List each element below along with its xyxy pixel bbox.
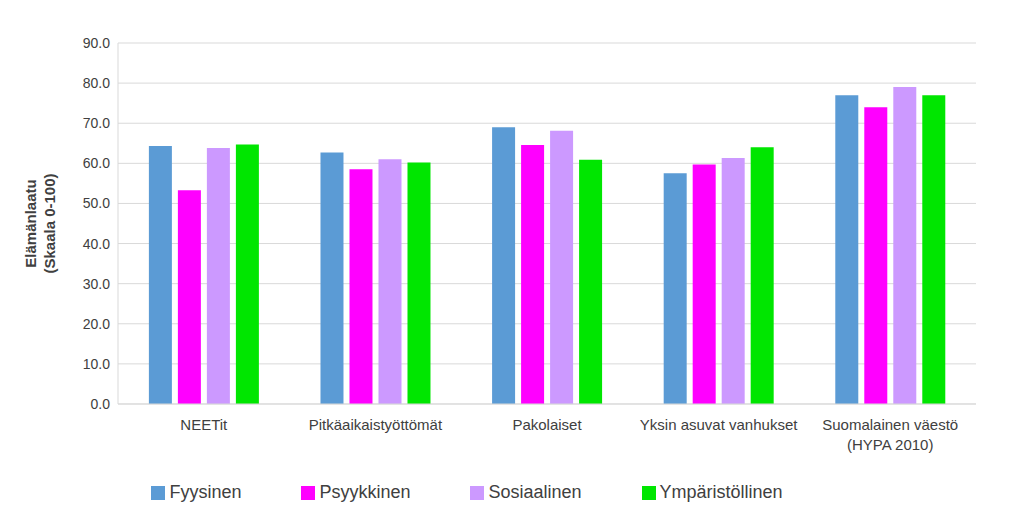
html-text:Psyykkinen: Psyykkinen	[319, 482, 411, 502]
svg-text:30.0: 30.0	[83, 276, 110, 292]
svg-text:Pakolaiset: Pakolaiset	[512, 416, 582, 433]
html-text:Ympäristöllinen: Ympäristöllinen	[659, 482, 783, 502]
svg-text:10.0: 10.0	[83, 356, 110, 372]
svg-text:90.0: 90.0	[83, 35, 110, 51]
svg-text:40.0: 40.0	[83, 236, 110, 252]
svg-text:20.0: 20.0	[83, 316, 110, 332]
svg-text:60.0: 60.0	[83, 155, 110, 171]
svg-text:50.0: 50.0	[83, 195, 110, 211]
svg-text:Elämänlaatu(Skaala 0-100): Elämänlaatu(Skaala 0-100)	[22, 173, 58, 273]
svg-text:80.0: 80.0	[83, 75, 110, 91]
svg-text:Pitkäaikaistyöttömät: Pitkäaikaistyöttömät	[309, 416, 443, 433]
svg-text:Yksin asuvat vanhukset: Yksin asuvat vanhukset	[640, 416, 798, 433]
svg-text:70.0: 70.0	[83, 115, 110, 131]
html-text:Fyysinen: Fyysinen	[169, 482, 242, 502]
svg-text:NEETit: NEETit	[180, 416, 228, 433]
html-text:Sosiaalinen: Sosiaalinen	[488, 482, 582, 502]
svg-text:0.0: 0.0	[91, 396, 111, 412]
svg-text:Suomalainen väestö(HYPA 2010): Suomalainen väestö(HYPA 2010)	[822, 416, 958, 453]
